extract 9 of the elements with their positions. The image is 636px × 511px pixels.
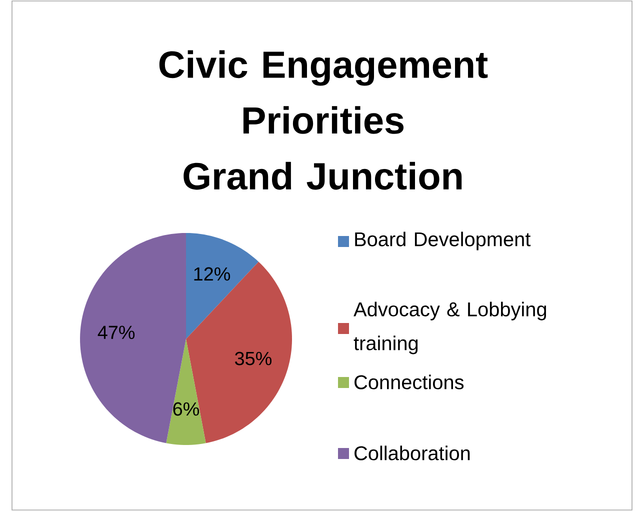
chart-title: Civic Engagement Priorities Grand Junction bbox=[159, 50, 488, 190]
data-label: 12% bbox=[194, 267, 230, 281]
data-label: 35% bbox=[235, 352, 272, 366]
legend-label: Connections bbox=[354, 374, 464, 390]
data-label: 47% bbox=[98, 326, 135, 340]
legend-label: Advocacy & Lobbying training bbox=[354, 302, 546, 354]
data-label: 6% bbox=[173, 402, 200, 416]
legend-label: Collaboration bbox=[354, 446, 470, 460]
legend-label: Board Development bbox=[355, 232, 531, 250]
